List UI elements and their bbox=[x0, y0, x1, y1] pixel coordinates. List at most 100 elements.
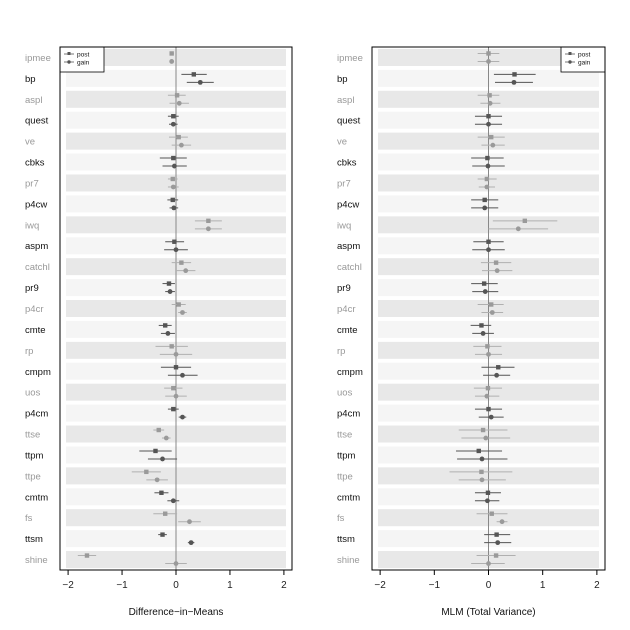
point-gain bbox=[489, 310, 495, 315]
legend-marker-gain bbox=[568, 60, 572, 64]
point-post bbox=[479, 469, 484, 475]
point-post bbox=[486, 406, 491, 412]
point-gain bbox=[486, 247, 491, 253]
point-gain bbox=[486, 59, 491, 64]
category-label: rp bbox=[25, 346, 33, 357]
point-post bbox=[487, 93, 492, 98]
point-gain bbox=[511, 79, 517, 85]
legend-box bbox=[560, 46, 606, 73]
point-gain bbox=[495, 540, 501, 546]
point-post bbox=[171, 406, 176, 412]
x-axis-label: Difference−in−Means bbox=[129, 607, 224, 618]
point-post bbox=[485, 490, 491, 495]
point-gain bbox=[482, 289, 488, 294]
point-gain bbox=[494, 372, 500, 378]
point-post bbox=[486, 51, 491, 56]
x-tick-label: 1 bbox=[540, 580, 546, 591]
legend-marker-gain bbox=[67, 60, 71, 64]
point-gain bbox=[484, 393, 490, 399]
point-gain bbox=[170, 498, 176, 504]
point-gain bbox=[173, 247, 179, 253]
x-tick-label: −2 bbox=[374, 580, 386, 591]
point-post bbox=[480, 427, 486, 433]
category-label: aspl bbox=[337, 95, 354, 106]
point-gain bbox=[169, 59, 175, 64]
point-post bbox=[144, 469, 149, 475]
point-post bbox=[174, 93, 180, 98]
x-tick-label: −2 bbox=[62, 580, 74, 591]
point-gain bbox=[482, 205, 488, 211]
point-post bbox=[172, 239, 177, 244]
category-label: uos bbox=[337, 388, 353, 399]
point-gain bbox=[479, 456, 485, 462]
point-gain bbox=[490, 142, 496, 148]
point-post bbox=[163, 323, 168, 328]
category-label: iwq bbox=[337, 220, 351, 231]
category-label: pr7 bbox=[337, 178, 351, 189]
point-post bbox=[191, 72, 197, 77]
point-gain bbox=[486, 351, 491, 357]
point-gain bbox=[154, 477, 160, 483]
point-post bbox=[206, 218, 211, 224]
point-gain bbox=[173, 393, 179, 399]
point-post bbox=[486, 239, 491, 244]
category-label: cbks bbox=[25, 158, 45, 169]
category-label: p4cw bbox=[25, 199, 47, 210]
x-tick-label: −1 bbox=[429, 580, 441, 591]
point-gain bbox=[180, 372, 185, 378]
point-post bbox=[171, 385, 176, 391]
point-gain bbox=[188, 540, 194, 546]
category-label: ttsm bbox=[25, 534, 43, 545]
point-post bbox=[479, 323, 484, 328]
legend-marker-post bbox=[67, 52, 71, 55]
point-post bbox=[166, 281, 172, 286]
point-gain bbox=[176, 100, 182, 106]
category-label: ve bbox=[25, 137, 35, 148]
legend-text-post: post bbox=[77, 51, 89, 58]
point-gain bbox=[484, 184, 490, 190]
point-gain bbox=[485, 163, 491, 169]
point-post bbox=[171, 155, 176, 161]
point-post bbox=[485, 385, 491, 391]
category-label: fs bbox=[25, 513, 33, 524]
legend-text-post: post bbox=[578, 51, 590, 58]
category-label: quest bbox=[337, 116, 361, 127]
point-gain bbox=[170, 184, 176, 190]
point-post bbox=[179, 260, 184, 265]
point-gain bbox=[479, 477, 485, 483]
point-gain bbox=[499, 519, 505, 525]
point-gain bbox=[160, 456, 165, 462]
category-label: pr9 bbox=[25, 283, 39, 294]
point-post bbox=[489, 302, 494, 307]
legend-marker-post bbox=[568, 52, 572, 55]
category-label: p4cr bbox=[25, 304, 43, 315]
point-post bbox=[522, 218, 528, 224]
point-post bbox=[171, 114, 176, 119]
category-label: ttpe bbox=[25, 471, 41, 482]
point-post bbox=[484, 176, 490, 182]
point-gain bbox=[163, 435, 169, 441]
category-label: cmtm bbox=[337, 492, 360, 503]
point-gain bbox=[485, 498, 490, 504]
category-label: cmte bbox=[25, 325, 46, 336]
category-label: ttse bbox=[25, 430, 40, 441]
category-label: cbks bbox=[337, 158, 357, 169]
category-label: p4cr bbox=[337, 304, 355, 315]
category-label: uos bbox=[25, 388, 41, 399]
point-gain bbox=[180, 414, 185, 420]
point-post bbox=[173, 365, 179, 370]
category-label: pr9 bbox=[337, 283, 351, 294]
point-post bbox=[493, 260, 499, 265]
point-gain bbox=[173, 561, 179, 566]
point-gain bbox=[170, 121, 176, 127]
point-post bbox=[84, 553, 90, 558]
category-label: p4cm bbox=[25, 409, 48, 420]
point-post bbox=[481, 281, 487, 286]
point-post bbox=[153, 448, 158, 454]
category-label: ttpm bbox=[25, 450, 44, 461]
category-label: shine bbox=[25, 555, 48, 566]
point-gain bbox=[515, 226, 521, 232]
